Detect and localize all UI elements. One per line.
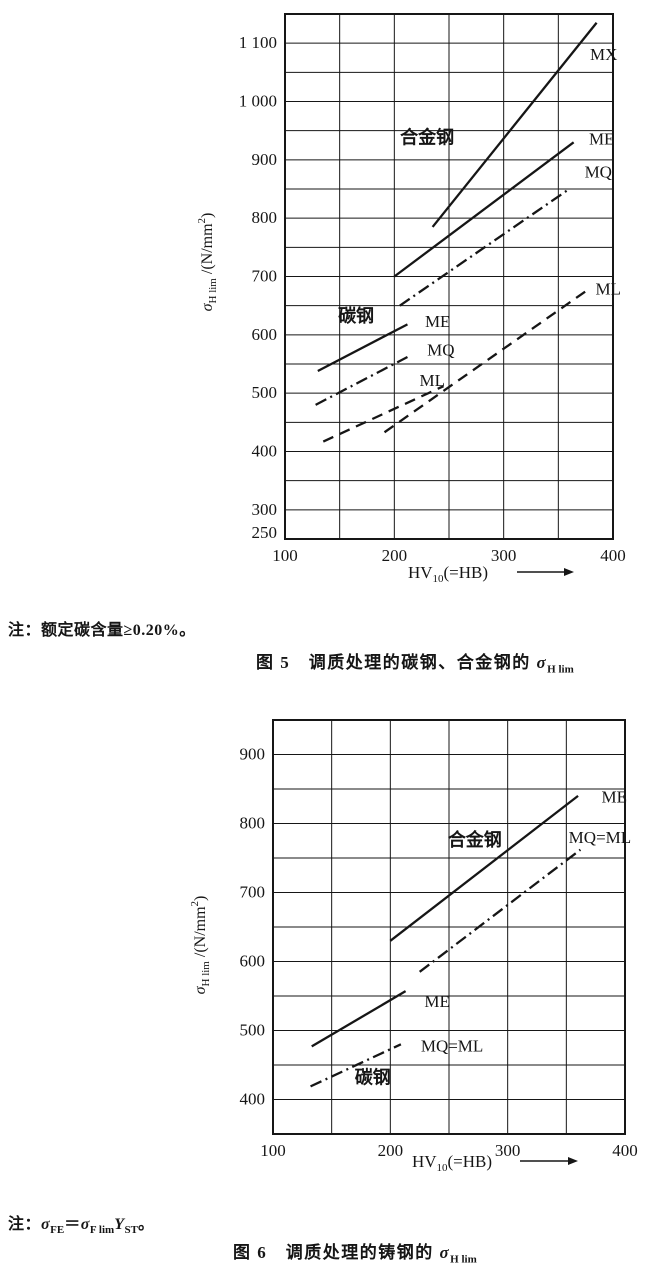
figure5-y-tick-label: 1 000 bbox=[239, 92, 277, 111]
figure6-group-label-碳钢: 碳钢 bbox=[355, 1066, 391, 1087]
figure6-series-label-合金钢-MQ=ML: MQ=ML bbox=[569, 828, 631, 847]
axis-title-run: H lim bbox=[200, 961, 212, 987]
axis-title-run: 10 bbox=[437, 1162, 449, 1174]
figure5-y-tick-label: 700 bbox=[252, 267, 278, 286]
axis-title-run: H lim bbox=[207, 278, 219, 304]
text-run: H lim bbox=[547, 663, 574, 676]
text-run: ST bbox=[124, 1224, 138, 1237]
axis-title-run: HV bbox=[412, 1152, 437, 1171]
axis-title-run: 2 bbox=[196, 218, 208, 224]
figure5-series-line-合金钢-ML bbox=[383, 289, 588, 434]
text-run: H lim bbox=[450, 1253, 477, 1266]
figure6-y-tick-label: 800 bbox=[240, 814, 266, 833]
figure5-group-label-合金钢: 合金钢 bbox=[400, 127, 454, 148]
figure5-series-label-合金钢-ML: ML bbox=[596, 279, 622, 298]
text-run: 。 bbox=[137, 1216, 155, 1233]
figure6-plot-border bbox=[272, 719, 626, 1135]
figure5-series-line-合金钢-ME bbox=[393, 141, 575, 278]
figure6-x-tick-label: 300 bbox=[495, 1141, 521, 1160]
figure5-x-tick-label: 100 bbox=[272, 546, 298, 565]
figure5-series-line-碳钢-MQ bbox=[315, 355, 408, 406]
figure6-y-axis-title: σH lim /(N/mm2) bbox=[189, 896, 212, 995]
figure5-group-label-碳钢: 碳钢 bbox=[338, 305, 374, 326]
figure5-y-tick-label: 600 bbox=[252, 325, 278, 344]
figure5-y-tick-label: 300 bbox=[252, 500, 278, 519]
text-run: Y bbox=[114, 1216, 125, 1233]
text-run: σ bbox=[41, 1216, 51, 1233]
axis-title-run: 2 bbox=[189, 901, 201, 907]
figure5-series-label-合金钢-MQ: MQ bbox=[585, 163, 612, 182]
axis-title-run: /(N/mm bbox=[192, 906, 209, 961]
figure5-series-line-合金钢-MX bbox=[431, 22, 598, 228]
figure5-plot-border bbox=[284, 13, 614, 540]
figure6-x-tick-label: 100 bbox=[260, 1141, 286, 1160]
figure5-series-line-碳钢-ML bbox=[322, 385, 445, 443]
text-run: σ bbox=[439, 1243, 451, 1262]
figure5-series-label-合金钢-MX: MX bbox=[590, 45, 617, 64]
axis-title-run: σ bbox=[192, 985, 209, 994]
text-run: FE bbox=[50, 1224, 65, 1237]
figure5-y-axis-title: σH lim /(N/mm2) bbox=[196, 213, 219, 312]
figure5-y-tick-label: 400 bbox=[252, 442, 278, 461]
figure6-x-tick-label: 400 bbox=[612, 1141, 638, 1160]
figure6-y-tick-label: 400 bbox=[240, 1090, 266, 1109]
text-run: σ bbox=[536, 653, 548, 672]
figure6-y-tick-label: 900 bbox=[240, 745, 266, 764]
figure6-note: 注：σFE＝σF limYST。 bbox=[8, 1210, 154, 1236]
figure6-x-axis-arrowhead bbox=[568, 1157, 578, 1165]
text-run: 图 6 调质处理的铸钢的 bbox=[233, 1243, 440, 1262]
figure5-x-tick-label: 300 bbox=[491, 546, 517, 565]
figure5-series-line-合金钢-MQ bbox=[399, 188, 570, 307]
text-run: ＝ bbox=[64, 1216, 81, 1233]
figure5-series-label-碳钢-ML: ML bbox=[419, 371, 445, 390]
figure6-y-tick-label: 600 bbox=[240, 952, 266, 971]
figure5-series-label-碳钢-ME: ME bbox=[425, 312, 451, 331]
axis-title-run: (=HB) bbox=[448, 1152, 493, 1171]
figure6-series-line-碳钢-ME bbox=[311, 990, 407, 1048]
axis-title-run: HV bbox=[408, 563, 433, 582]
figure5-x-tick-label: 400 bbox=[600, 546, 626, 565]
figure5-series-line-碳钢-ME bbox=[317, 323, 408, 373]
text-run: F lim bbox=[89, 1224, 115, 1237]
figure5-y-tick-label: 1 100 bbox=[239, 33, 277, 52]
text-run: 图 5 调质处理的碳钢、合金钢的 bbox=[256, 653, 537, 672]
figure6-series-label-合金钢-ME: ME bbox=[602, 787, 628, 806]
figure6-series-line-合金钢-ME bbox=[389, 794, 579, 942]
figure6-y-tick-label: 500 bbox=[240, 1021, 266, 1040]
figure5-series-label-碳钢-MQ: MQ bbox=[427, 341, 454, 360]
figure6-x-tick-label: 200 bbox=[378, 1141, 404, 1160]
axis-title-run: 10 bbox=[433, 573, 445, 585]
figure5-y-tick-label: 900 bbox=[252, 150, 278, 169]
figure6-x-axis-title: HV10(=HB) bbox=[412, 1152, 492, 1174]
figure5-y-tick-label: 800 bbox=[252, 208, 278, 227]
figure5-y-tick-label: 250 bbox=[252, 523, 278, 542]
figure6-series-line-碳钢-MQ=ML bbox=[310, 1043, 402, 1088]
axis-title-run: /(N/mm bbox=[199, 223, 216, 278]
figure6-series-line-合金钢-MQ=ML bbox=[418, 848, 582, 973]
figure5-x-axis-title: HV10(=HB) bbox=[408, 563, 488, 585]
text-run: 注：额定碳含量≥0.20%。 bbox=[8, 622, 196, 639]
figure6-y-tick-label: 700 bbox=[240, 883, 266, 902]
figure6-caption: 图 6 调质处理的铸钢的 σH lim bbox=[233, 1238, 477, 1265]
figure5-series-label-合金钢-ME: ME bbox=[589, 129, 615, 148]
axis-title-run: σ bbox=[199, 302, 216, 311]
figure5-note: 注：额定碳含量≥0.20%。 bbox=[8, 616, 196, 640]
figure6-group-label-合金钢: 合金钢 bbox=[448, 829, 502, 850]
figure6-series-label-碳钢-ME: ME bbox=[424, 992, 450, 1011]
figure6-series-label-碳钢-MQ=ML: MQ=ML bbox=[421, 1036, 483, 1055]
figure5-x-tick-label: 200 bbox=[382, 546, 408, 565]
axis-title-run: (=HB) bbox=[444, 563, 489, 582]
figure5-y-tick-label: 500 bbox=[252, 383, 278, 402]
axis-title-run: ) bbox=[199, 213, 216, 218]
figure5-caption: 图 5 调质处理的碳钢、合金钢的 σH lim bbox=[256, 648, 574, 675]
text-run: σ bbox=[80, 1216, 90, 1233]
figure5-x-axis-arrowhead bbox=[564, 568, 574, 576]
axis-title-run: ) bbox=[192, 896, 209, 901]
text-run: 注： bbox=[8, 1216, 42, 1233]
